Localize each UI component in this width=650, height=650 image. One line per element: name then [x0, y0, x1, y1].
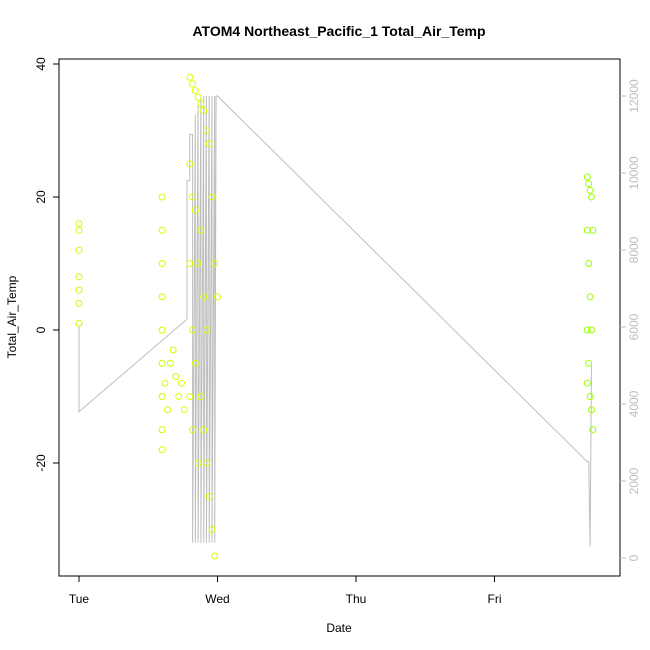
data-point — [180, 406, 188, 414]
data-point — [200, 426, 208, 434]
left-y-tick-label: 40 — [34, 57, 48, 71]
data-point — [75, 246, 83, 254]
data-point — [172, 373, 180, 381]
data-point — [585, 359, 593, 367]
data-point — [202, 459, 210, 467]
x-tick-label: Thu — [346, 592, 367, 606]
data-point — [200, 107, 208, 114]
data-point — [197, 226, 205, 234]
right-y-tick-label: 0 — [627, 554, 641, 561]
data-point — [197, 393, 205, 400]
right-y-tick-label: 2000 — [627, 467, 641, 494]
left-y-axis: -20 0 20 40 — [34, 57, 59, 472]
data-point — [588, 193, 595, 201]
data-point — [208, 193, 216, 201]
data-point — [585, 180, 593, 188]
data-point — [189, 326, 197, 334]
data-point — [158, 293, 166, 301]
x-tick-label: Fri — [488, 592, 502, 606]
data-point — [189, 193, 197, 201]
data-point — [158, 393, 166, 400]
data-point — [202, 326, 210, 334]
data-point — [75, 220, 83, 228]
plot-frame — [58, 58, 621, 577]
x-tick-label: Tue — [69, 592, 90, 606]
right-y-tick-label: 8000 — [627, 236, 641, 263]
data-point — [75, 319, 83, 327]
right-y-tick-label: 10000 — [627, 156, 641, 190]
data-point — [586, 186, 594, 194]
left-y-tick-label: 20 — [34, 190, 48, 204]
data-point — [583, 326, 591, 334]
data-point — [75, 273, 83, 281]
left-y-tick-label: 0 — [34, 326, 48, 333]
data-point — [191, 206, 199, 214]
data-point — [214, 293, 221, 301]
data-point — [169, 346, 177, 354]
data-point — [583, 173, 591, 181]
data-point — [194, 260, 202, 267]
data-point — [586, 393, 594, 400]
data-point — [583, 379, 591, 387]
x-tick-label: Wed — [205, 592, 229, 606]
left-y-tick-label: -20 — [34, 454, 48, 472]
data-point — [158, 260, 166, 267]
data-point — [158, 326, 166, 334]
data-point — [589, 426, 597, 434]
x-axis-label: Date — [326, 621, 352, 635]
data-point — [586, 293, 594, 301]
data-point — [178, 379, 185, 387]
plot-area — [75, 73, 597, 560]
data-point — [588, 406, 595, 414]
data-point — [205, 140, 213, 148]
data-point — [191, 87, 199, 95]
right-y-tick-label: 6000 — [627, 313, 641, 340]
data-point — [189, 80, 197, 88]
data-point — [189, 426, 197, 434]
data-point — [205, 492, 213, 500]
data-point — [211, 260, 219, 267]
y-axis-label: Total_Air_Temp — [5, 275, 19, 358]
data-point — [191, 359, 199, 367]
data-point — [202, 127, 210, 134]
data-point — [211, 552, 219, 560]
x-axis: Tue Wed Thu Fri — [69, 576, 502, 606]
data-point — [158, 226, 166, 234]
data-point — [158, 426, 166, 434]
data-point — [75, 226, 83, 234]
data-point — [75, 299, 83, 307]
data-point — [164, 406, 172, 414]
data-point — [589, 226, 597, 234]
data-point — [158, 446, 166, 454]
data-point — [186, 260, 194, 267]
data-point — [186, 393, 194, 400]
data-point — [158, 193, 166, 201]
data-point — [166, 359, 174, 367]
data-point — [585, 260, 593, 267]
data-point — [175, 393, 183, 400]
data-point — [197, 100, 205, 108]
right-y-tick-label: 4000 — [627, 390, 641, 417]
data-point — [588, 326, 595, 334]
data-point — [186, 160, 194, 168]
data-point — [158, 359, 166, 367]
chart-title: ATOM4 Northeast_Pacific_1 Total_Air_Temp — [192, 23, 485, 39]
data-point — [186, 73, 194, 81]
right-y-axis: 0 2000 4000 6000 8000 10000 12000 — [620, 79, 641, 561]
data-point — [194, 93, 202, 101]
secondary-series-line — [78, 95, 592, 547]
data-point — [161, 379, 169, 387]
data-point — [75, 286, 83, 294]
right-y-tick-label: 12000 — [627, 79, 641, 113]
data-point — [200, 293, 208, 301]
data-point — [194, 459, 202, 467]
data-point — [208, 526, 216, 533]
